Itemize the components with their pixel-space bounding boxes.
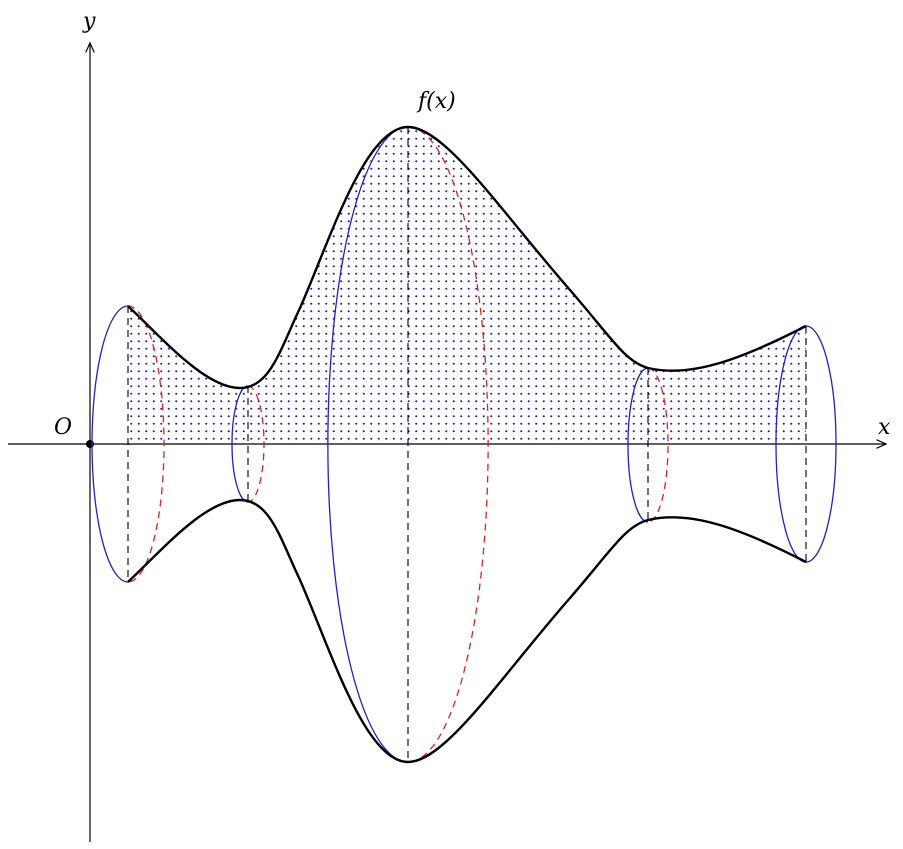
front-ellipse-1 [91,305,129,583]
back-ellipse-1 [127,305,165,583]
back-ellipse-3 [407,126,489,763]
front-ellipse-4 [627,367,649,523]
back-ellipse-2 [247,385,265,503]
back-ellipse-halves [127,126,669,763]
y-axis-label: y [82,9,96,34]
origin-label: O [54,415,72,440]
upper-curve [127,125,807,390]
origin-point-icon [86,440,94,448]
back-ellipse-4 [647,367,669,523]
x-axis-label: x [878,415,891,440]
curve-label: f(x) [416,89,456,114]
shaded-region [128,127,806,444]
vertical-guides [127,127,807,762]
front-ellipse-3 [327,126,409,763]
lower-curve [127,498,807,764]
front-ellipse-2 [231,385,249,503]
